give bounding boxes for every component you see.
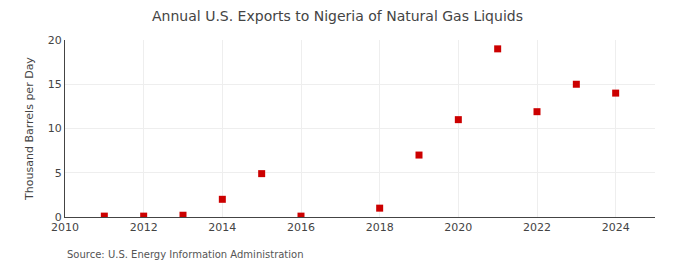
svg-text:5: 5	[55, 167, 62, 180]
svg-text:2020: 2020	[444, 221, 472, 234]
svg-text:2016: 2016	[287, 221, 315, 234]
svg-text:2022: 2022	[523, 221, 551, 234]
svg-text:Annual U.S. Exports to Nigeria: Annual U.S. Exports to Nigeria of Natura…	[152, 8, 523, 24]
svg-text:Source: U.S. Energy Informatio: Source: U.S. Energy Information Administ…	[67, 249, 304, 260]
svg-text:0: 0	[55, 211, 62, 224]
svg-text:10: 10	[48, 122, 62, 135]
svg-text:2012: 2012	[130, 221, 158, 234]
svg-text:2018: 2018	[366, 221, 394, 234]
svg-text:2024: 2024	[602, 221, 630, 234]
svg-text:20: 20	[48, 34, 62, 47]
svg-text:2014: 2014	[208, 221, 236, 234]
svg-text:2010: 2010	[51, 221, 79, 234]
svg-text:15: 15	[48, 78, 62, 91]
svg-text:Thousand Barrels per Day: Thousand Barrels per Day	[23, 57, 36, 201]
